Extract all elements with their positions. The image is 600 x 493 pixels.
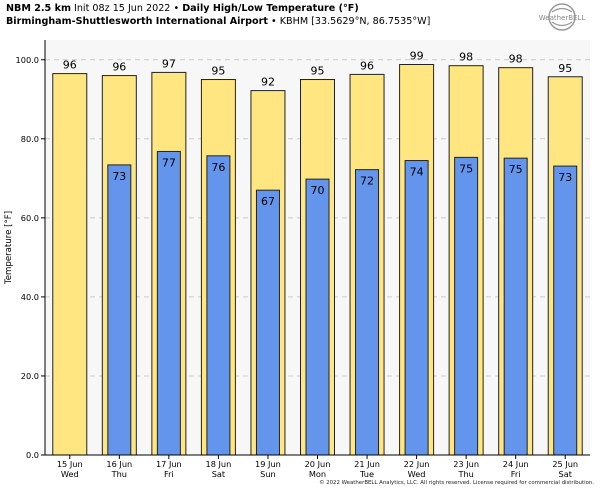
header-bullet-2: • bbox=[271, 16, 277, 27]
low-temp-label: 73 bbox=[558, 171, 572, 184]
x-tick-day: Wed bbox=[61, 469, 79, 479]
chart-header-line2: Birmingham-Shuttlesworth International A… bbox=[6, 16, 430, 27]
high-temp-bar bbox=[52, 73, 88, 456]
y-axis: 0.0 20.0 40.0 60.0 80.0 100.0 bbox=[16, 40, 46, 460]
model-name: NBM 2.5 km bbox=[6, 3, 71, 14]
x-tick-date: 24 Jun bbox=[503, 459, 529, 469]
logo-text: WeatherBELL bbox=[539, 14, 586, 22]
value-labels: 96 96 73 97 77 95 76 92 67 95 70 96 72 99 74 98 75 98 75 95… bbox=[63, 50, 572, 209]
y-tick-label: 80.0 bbox=[21, 134, 39, 144]
station-name: Birmingham-Shuttlesworth International A… bbox=[6, 16, 268, 27]
y-tick-label: 40.0 bbox=[21, 292, 39, 302]
x-tick-day: Sat bbox=[559, 469, 573, 479]
low-temp-label: 74 bbox=[410, 166, 424, 179]
low-temp-bar bbox=[206, 155, 231, 456]
low-temp-bar bbox=[305, 178, 330, 456]
low-temp-label: 70 bbox=[311, 184, 325, 197]
copyright-notice: © 2022 WeatherBELL Analytics, LLC. All r… bbox=[319, 480, 594, 486]
low-temp-bar bbox=[255, 189, 280, 456]
x-tick-day: Thu bbox=[111, 469, 127, 479]
low-temp-bar bbox=[156, 150, 181, 456]
x-tick-date: 21 Jun bbox=[354, 459, 380, 469]
high-temp-label: 96 bbox=[63, 59, 77, 72]
y-tick-label: 20.0 bbox=[21, 371, 39, 381]
low-temp-label: 77 bbox=[162, 156, 176, 169]
x-tick-day: Fri bbox=[511, 469, 521, 479]
y-axis-label: Temperature [°F] bbox=[4, 211, 14, 285]
x-tick-day: Tue bbox=[359, 469, 374, 479]
high-temp-label: 95 bbox=[211, 65, 225, 78]
x-tick-day: Sun bbox=[260, 469, 276, 479]
low-temp-bar bbox=[404, 160, 429, 456]
x-tick-day: Thu bbox=[457, 469, 473, 479]
x-tick-date: 19 Jun bbox=[255, 459, 281, 469]
low-temp-label: 67 bbox=[261, 195, 275, 208]
x-tick-day: Wed bbox=[408, 469, 426, 479]
low-temp-label: 72 bbox=[360, 175, 374, 188]
y-tick-label: 0.0 bbox=[26, 450, 39, 460]
high-temp-label: 95 bbox=[311, 65, 325, 78]
x-tick-day: Sat bbox=[212, 469, 226, 479]
high-temp-label: 92 bbox=[261, 76, 275, 89]
high-temp-label: 96 bbox=[112, 61, 126, 74]
x-tick-date: 25 Jun bbox=[552, 459, 578, 469]
station-code: KBHM bbox=[279, 16, 309, 27]
low-temp-label: 75 bbox=[509, 163, 523, 176]
x-tick-date: 20 Jun bbox=[305, 459, 331, 469]
x-tick-date: 15 Jun bbox=[57, 459, 83, 469]
high-temp-label: 95 bbox=[558, 62, 572, 75]
chart-header-line1: NBM 2.5 km Init 08z 15 Jun 2022 • Daily … bbox=[6, 3, 359, 14]
low-temp-label: 75 bbox=[459, 162, 473, 175]
high-temp-label: 98 bbox=[459, 51, 473, 64]
chart-title: Daily High/Low Temperature (°F) bbox=[182, 3, 359, 14]
y-tick-label: 60.0 bbox=[21, 213, 39, 223]
header-bullet: • bbox=[173, 3, 180, 14]
x-tick-date: 17 Jun bbox=[156, 459, 182, 469]
low-temp-bar bbox=[553, 165, 578, 456]
x-tick-day: Mon bbox=[309, 469, 326, 479]
low-temp-label: 73 bbox=[112, 170, 126, 183]
high-temp-label: 96 bbox=[360, 59, 374, 72]
high-temp-label: 99 bbox=[410, 50, 424, 63]
low-temp-bars bbox=[107, 150, 578, 456]
low-temp-bar bbox=[107, 164, 132, 456]
y-tick-label: 100.0 bbox=[16, 55, 39, 65]
init-time: Init 08z 15 Jun 2022 bbox=[74, 3, 171, 14]
x-tick-date: 23 Jun bbox=[453, 459, 479, 469]
x-tick-date: 18 Jun bbox=[205, 459, 231, 469]
low-temp-bar bbox=[503, 157, 528, 456]
low-temp-label: 76 bbox=[211, 161, 225, 174]
low-temp-bar bbox=[355, 169, 380, 456]
x-tick-date: 16 Jun bbox=[106, 459, 132, 469]
x-tick-date: 22 Jun bbox=[404, 459, 430, 469]
high-temp-label: 98 bbox=[509, 53, 523, 66]
high-temp-label: 97 bbox=[162, 57, 176, 70]
station-coords: [33.5629°N, 86.7535°W] bbox=[311, 16, 431, 27]
weatherbell-logo: WeatherBELL bbox=[539, 3, 586, 31]
low-temp-bar bbox=[454, 156, 479, 456]
x-tick-day: Fri bbox=[164, 469, 174, 479]
